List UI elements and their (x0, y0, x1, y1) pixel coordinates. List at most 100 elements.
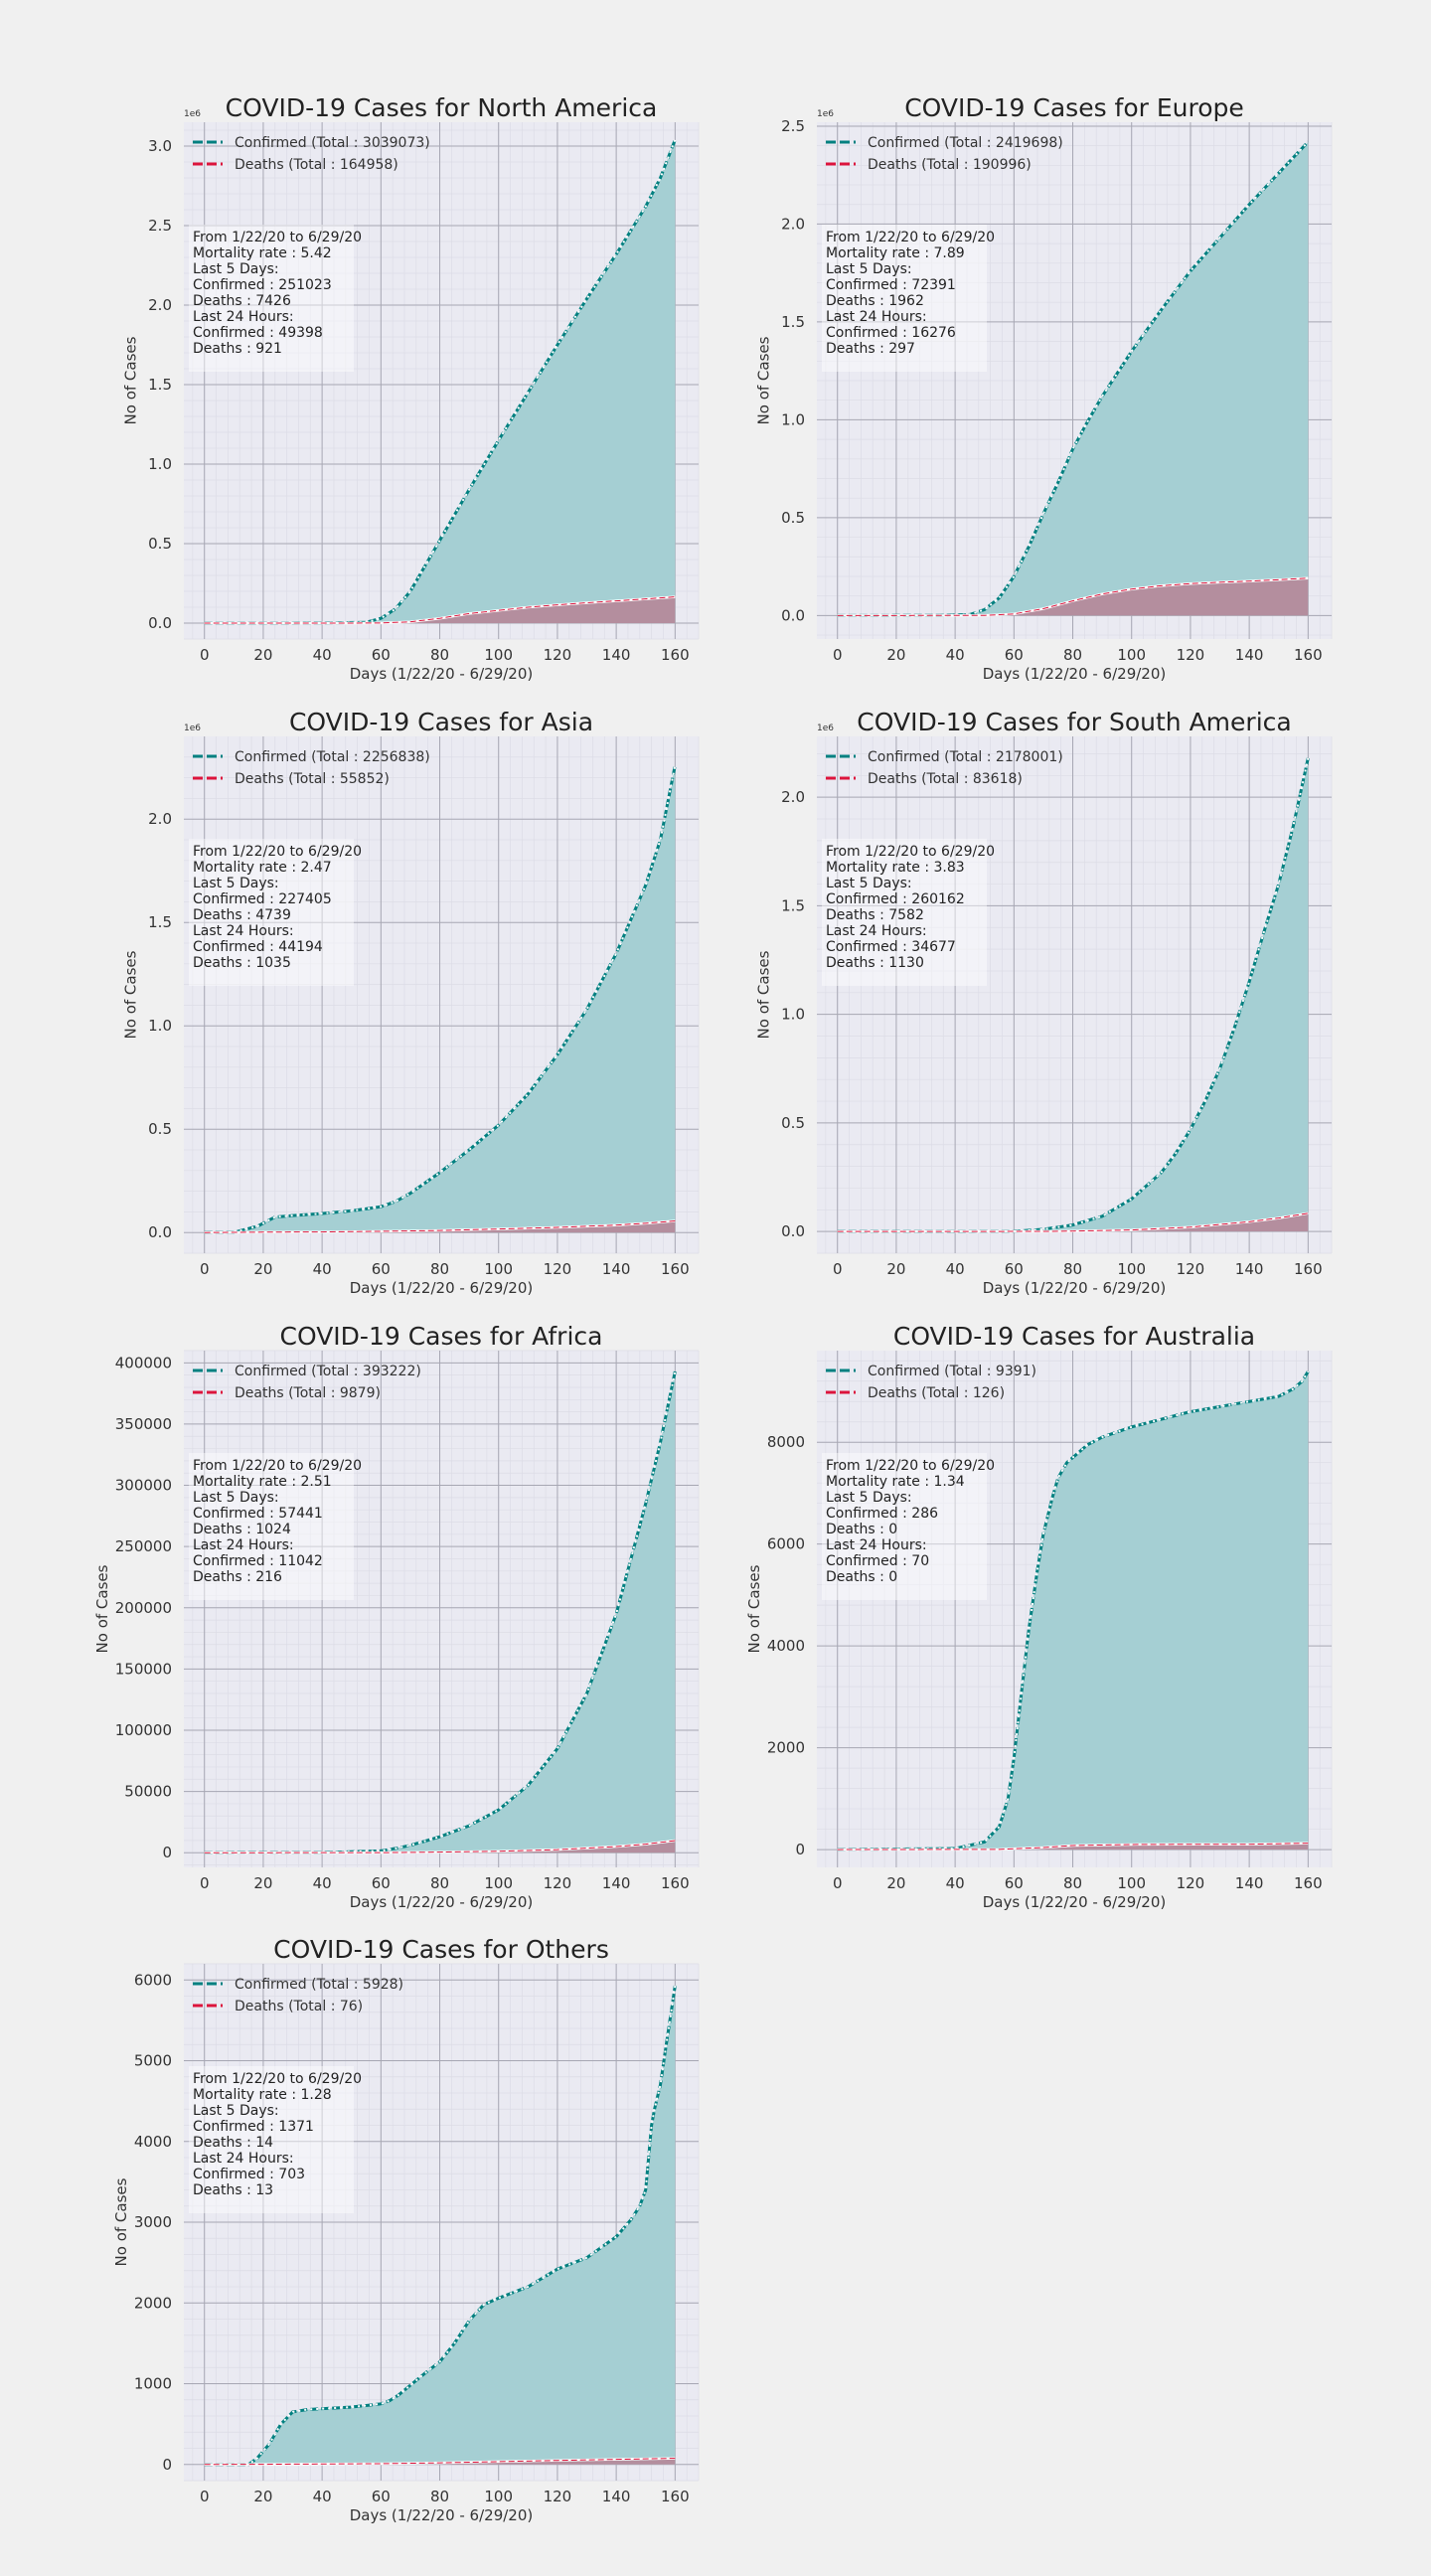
chart2-annotation-line: Last 24 Hours: (826, 309, 927, 325)
chart6: 0 20 40 60 80 100 120 140 160 0 2000 4000 6000 8000 Da… (745, 1322, 1333, 1911)
chart5-annotation-line: Deaths : 216 (193, 1569, 282, 1585)
chart3-xtick-label: 160 (661, 1260, 690, 1278)
chart7-xtick-label: 120 (544, 2488, 572, 2505)
chart4-ytick-label: 0.5 (781, 1114, 805, 1132)
chart5-confirmed-line (204, 1370, 677, 1854)
chart7-ylabel: No of Cases (112, 2177, 130, 2266)
chart7-xtick-label: 160 (661, 2488, 690, 2505)
chart5-annotation-line: Confirmed : 11042 (193, 1553, 323, 1569)
chart4-legend-label-deaths: Deaths (Total : 83618) (868, 771, 1023, 787)
chart3-xtick-label: 60 (372, 1260, 391, 1278)
chart6-annotation-line: Confirmed : 70 (826, 1553, 929, 1569)
chart5-xtick-label: 20 (253, 1874, 272, 1892)
chart4-legend-label-confirmed: Confirmed (Total : 2178001) (868, 749, 1063, 765)
chart7-ytick-label: 1000 (134, 2375, 172, 2393)
chart4-xtick-label: 160 (1294, 1260, 1323, 1278)
chart1-xlabel: Days (1/22/20 - 6/29/20) (350, 665, 534, 683)
chart2-xtick-label: 60 (1005, 646, 1024, 664)
chart3-annotation-line: Last 5 Days: (193, 876, 279, 891)
chart5-annotation-line: Last 24 Hours: (193, 1537, 294, 1553)
chart7-ytick-label: 4000 (134, 2133, 172, 2151)
chart2-y-multiplier: 1e6 (817, 109, 834, 119)
chart3-annotation-line: Deaths : 1035 (193, 955, 291, 971)
chart2-ytick-label: 2.0 (781, 215, 805, 233)
chart1-legend-label-deaths: Deaths (Total : 164958) (235, 157, 398, 173)
chart5-deaths-line (204, 1840, 676, 1853)
chart5-legend-label-deaths: Deaths (Total : 9879) (235, 1385, 381, 1401)
chart2-annotation-line: Mortality rate : 7.89 (826, 245, 965, 261)
chart6-xtick-label: 140 (1235, 1874, 1264, 1892)
chart5-confirmed-line-dots (204, 1370, 677, 1854)
chart3-ytick-label: 1.5 (148, 913, 172, 931)
chart1-annotation-line: From 1/22/20 to 6/29/20 (193, 230, 362, 245)
chart5-xtick-label: 0 (200, 1874, 210, 1892)
chart4-annotation-line: From 1/22/20 to 6/29/20 (826, 844, 995, 860)
chart1-confirmed-line (204, 139, 677, 625)
chart1-annotation-line: Confirmed : 49398 (193, 325, 323, 341)
chart7-title: COVID-19 Cases for Others (273, 1935, 609, 1964)
chart4-annotation-line: Last 5 Days: (826, 876, 912, 891)
chart5-xtick-label: 60 (372, 1874, 391, 1892)
chart4-xtick-label: 60 (1005, 1260, 1024, 1278)
chart6-annotation-line: Deaths : 0 (826, 1569, 897, 1585)
chart6-xtick-label: 160 (1294, 1874, 1323, 1892)
chart7-annotation-line: Confirmed : 703 (193, 2167, 305, 2182)
chart6-xtick-label: 60 (1005, 1874, 1024, 1892)
chart7-confirmed-line-dots (204, 1985, 677, 2466)
chart1-annotation-line: Mortality rate : 5.42 (193, 245, 332, 261)
chart7-annotation-line: Mortality rate : 1.28 (193, 2087, 332, 2103)
chart3-xtick-label: 100 (484, 1260, 513, 1278)
chart4-xtick-label: 100 (1117, 1260, 1146, 1278)
chart6-annotation-line: Confirmed : 286 (826, 1506, 938, 1522)
chart1-annotation-line: Last 5 Days: (193, 261, 279, 277)
chart3: 0 20 40 60 80 100 120 140 160 0.0 0.5 1.0 1.5 2.0 Days… (122, 708, 700, 1297)
chart1-ytick-label: 0.5 (148, 535, 172, 553)
chart5-ylabel: No of Cases (93, 1564, 111, 1653)
chart7-legend-label-confirmed: Confirmed (Total : 5928) (235, 1977, 403, 1993)
chart6-ytick-label: 4000 (767, 1637, 805, 1655)
chart2-annotation-line: Deaths : 1962 (826, 293, 924, 309)
chart2-xtick-label: 140 (1235, 646, 1264, 664)
chart2-annotation-line: Confirmed : 72391 (826, 277, 956, 293)
chart3-xtick-label: 0 (200, 1260, 210, 1278)
chart1: 0 20 40 60 80 100 120 140 160 0.0 0.5 1.0 1.5 2.0 2.5 3… (122, 93, 700, 683)
chart3-annotation-line: Deaths : 4739 (193, 907, 291, 923)
chart6-annotation-line: Last 24 Hours: (826, 1537, 927, 1553)
chart5-annotation-line: Last 5 Days: (193, 1490, 279, 1506)
chart3-deaths-line (204, 1220, 676, 1233)
chart2-deaths-line (837, 577, 1309, 616)
chart4-ytick-label: 0.0 (781, 1222, 805, 1240)
chart1-annotation-line: Deaths : 7426 (193, 293, 291, 309)
chart4-annotation-line: Last 24 Hours: (826, 923, 927, 939)
chart1-xtick-label: 160 (661, 646, 690, 664)
chart6-deaths-line (837, 1843, 1309, 1851)
chart5-annotation-box (189, 1453, 354, 1600)
chart4-ylabel: No of Cases (755, 950, 773, 1039)
chart1-confirmed-area (204, 139, 676, 623)
chart6-xtick-label: 0 (833, 1874, 843, 1892)
chart3-xtick-label: 140 (602, 1260, 631, 1278)
chart4-deaths-area (837, 1212, 1309, 1232)
chart2-xtick-label: 20 (886, 646, 905, 664)
chart7-ytick-label: 3000 (134, 2213, 172, 2231)
chart6-ytick-label: 8000 (767, 1433, 805, 1451)
chart5: 0 20 40 60 80 100 120 140 160 0 50000 100000 150000 2… (93, 1322, 700, 1911)
chart4-annotation-line: Deaths : 1130 (826, 955, 924, 971)
chart1-legend-label-confirmed: Confirmed (Total : 3039073) (235, 135, 430, 151)
chart5-ytick-label: 250000 (115, 1537, 172, 1555)
chart2-xtick-label: 80 (1063, 646, 1082, 664)
chart1-xtick-label: 140 (602, 646, 631, 664)
chart6-xtick-label: 80 (1063, 1874, 1082, 1892)
chart1-ytick-label: 2.0 (148, 296, 172, 314)
chart5-ytick-label: 400000 (115, 1354, 172, 1371)
chart5-annotation-line: Mortality rate : 2.51 (193, 1474, 332, 1490)
chart4-y-multiplier: 1e6 (817, 724, 834, 733)
chart3-title: COVID-19 Cases for Asia (289, 708, 593, 736)
chart5-xtick-label: 40 (313, 1874, 332, 1892)
chart4: 0 20 40 60 80 100 120 140 160 0.0 0.5 1.0 1.5 2.0 Days… (755, 708, 1333, 1297)
chart5-ytick-label: 0 (162, 1844, 172, 1861)
chart7-ytick-label: 5000 (134, 2052, 172, 2070)
chart7-xtick-label: 140 (602, 2488, 631, 2505)
chart1-ytick-label: 0.0 (148, 614, 172, 632)
chart6-ylabel: No of Cases (745, 1564, 763, 1653)
